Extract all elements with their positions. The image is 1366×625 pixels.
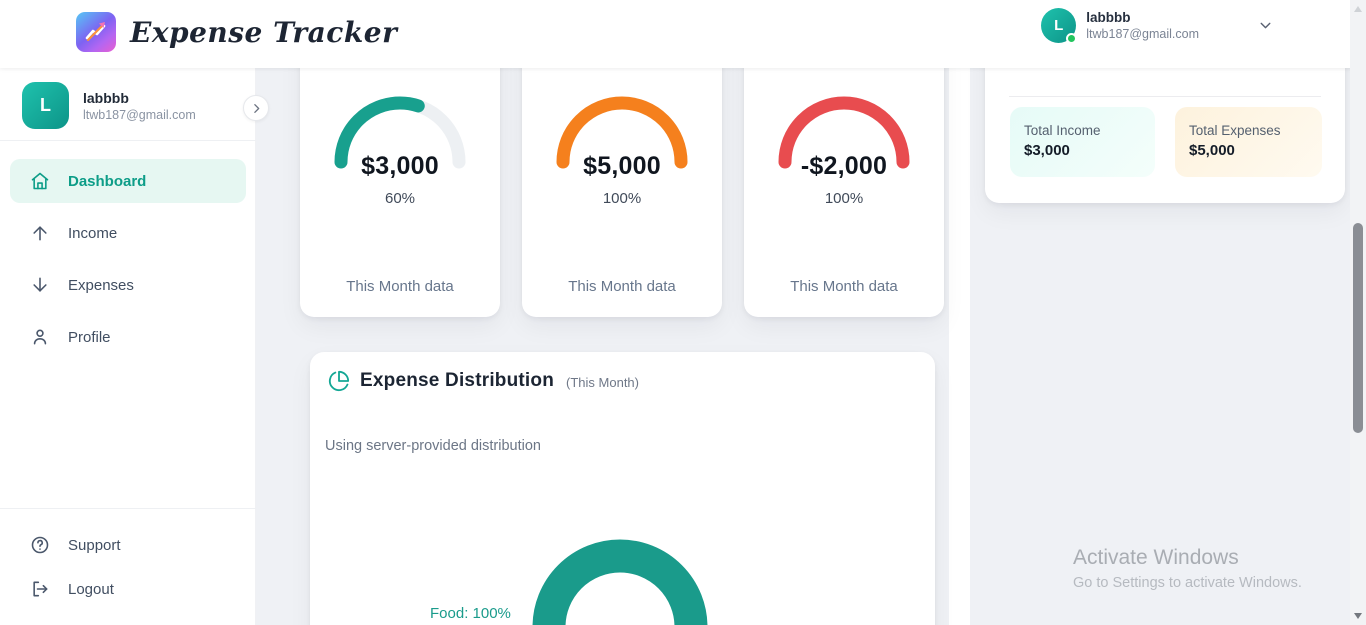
total-income-label: Total Income [1024, 123, 1101, 138]
gauge-percent: 100% [824, 190, 864, 207]
balance-gauge-chart [778, 96, 910, 169]
arrow-down-icon [30, 275, 50, 295]
avatar-initial: L [1054, 17, 1064, 34]
expense-distribution-card: Expense Distribution (This Month) Using … [310, 352, 935, 625]
sidebar-item-label: Profile [68, 328, 111, 346]
gauge-value: $5,000 [583, 152, 661, 180]
total-income-value: $3,000 [1024, 142, 1070, 159]
activate-windows-watermark: Activate Windows Go to Settings to activ… [1073, 546, 1302, 591]
expenses-gauge-chart [556, 96, 688, 169]
sidebar-item-expenses[interactable]: Expenses [10, 263, 246, 307]
gauge-footer-label: This Month data [346, 278, 454, 295]
sidebar-item-label: Support [68, 536, 121, 554]
avatar: L [22, 82, 69, 129]
page-scrollbar[interactable] [1350, 0, 1366, 625]
scrollbar-up-arrow-icon[interactable] [1354, 6, 1362, 12]
avatar: L [1041, 8, 1078, 44]
sidebar-item-label: Dashboard [68, 172, 147, 190]
expense-distribution-header: Expense Distribution (This Month) [328, 370, 639, 392]
sidebar-item-logout[interactable]: Logout [10, 567, 246, 611]
totals-summary-card: Total Income $3,000 Total Expenses $5,00… [985, 30, 1345, 203]
gauge-percent: 100% [602, 190, 642, 207]
app-logo-icon [76, 12, 116, 52]
gauge-value: -$2,000 [800, 152, 888, 180]
sidebar-item-label: Expenses [68, 276, 134, 294]
sidebar-item-profile[interactable]: Profile [10, 315, 246, 359]
total-expenses-label: Total Expenses [1189, 123, 1281, 138]
sidebar-user-email: ltwb187@gmail.com [83, 107, 196, 122]
app-title: Expense Tracker [130, 15, 398, 49]
sidebar-item-label: Income [68, 224, 118, 242]
gauge-percent: 60% [384, 190, 416, 207]
income-gauge-chart [334, 96, 466, 169]
header-user-menu[interactable]: L labbbb ltwb187@gmail.com [1041, 8, 1274, 44]
gauge-footer-label: This Month data [790, 278, 898, 295]
expense-distribution-title: Expense Distribution [360, 370, 555, 391]
sidebar-user-name: labbbb [83, 89, 129, 106]
scrollbar-down-arrow-icon[interactable] [1354, 613, 1362, 619]
chevron-right-icon [253, 103, 259, 113]
column-gutter [949, 68, 970, 625]
sidebar-item-label: Logout [68, 580, 114, 598]
donut-slice-label: Food: 100% [430, 605, 511, 622]
header-user-name: labbbb [1086, 10, 1131, 25]
sidebar-item-dashboard[interactable]: Dashboard [10, 159, 246, 203]
gauge-footer-label: This Month data [568, 278, 676, 295]
total-expenses-value: $5,000 [1189, 142, 1235, 159]
home-icon [30, 171, 50, 191]
sidebar: L labbbb ltwb187@gmail.com Dashboard [0, 68, 269, 625]
watermark-title: Activate Windows [1073, 546, 1239, 569]
person-icon [30, 327, 50, 347]
header-user-email: ltwb187@gmail.com [1086, 27, 1199, 41]
divider [1009, 96, 1321, 97]
brand: Expense Tracker [76, 12, 397, 52]
scrollbar-thumb[interactable] [1353, 223, 1363, 433]
gauge-card-income: $3,000 60% This Month data [300, 30, 500, 317]
sidebar-user-card: L labbbb ltwb187@gmail.com [22, 82, 196, 129]
total-expenses-tile: Total Expenses $5,000 [1175, 107, 1322, 177]
sidebar-item-income[interactable]: Income [10, 211, 246, 255]
pie-chart-icon [328, 370, 350, 392]
expense-distribution-period: (This Month) [566, 375, 639, 390]
gauge-value: $3,000 [361, 152, 439, 180]
gauge-card-expenses: $5,000 100% This Month data [522, 30, 722, 317]
help-circle-icon [30, 535, 50, 555]
logout-icon [30, 579, 50, 599]
total-income-tile: Total Income $3,000 [1010, 107, 1155, 177]
distribution-note: Using server-provided distribution [325, 438, 541, 454]
top-header: Expense Tracker L labbbb ltwb187@gmail.c… [0, 0, 1366, 68]
chevron-down-icon[interactable] [1257, 17, 1274, 34]
divider [0, 508, 256, 509]
watermark-subtitle: Go to Settings to activate Windows. [1073, 575, 1302, 591]
arrow-up-icon [30, 223, 50, 243]
sidebar-item-support[interactable]: Support [10, 523, 246, 567]
online-status-dot [1066, 33, 1078, 44]
divider [0, 140, 256, 141]
sidebar-collapse-button[interactable] [243, 95, 269, 121]
expense-donut-chart [532, 539, 708, 625]
gauge-card-balance: -$2,000 100% This Month data [744, 30, 944, 317]
